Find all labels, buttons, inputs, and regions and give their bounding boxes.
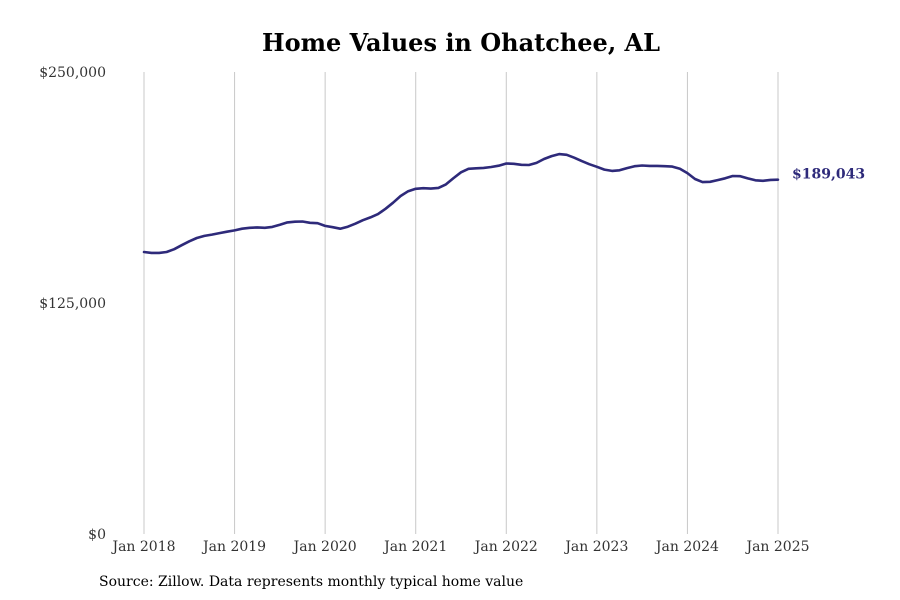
y-tick-label: $0 <box>88 527 106 543</box>
end-value-layer: $189,043 <box>792 167 865 183</box>
x-tick-label: Jan 2022 <box>473 539 538 555</box>
y-tick-label: $125,000 <box>39 296 106 312</box>
x-tick-label: Jan 2021 <box>382 539 447 555</box>
chart-title: Home Values in Ohatchee, AL <box>261 28 661 57</box>
source-note: Source: Zillow. Data represents monthly … <box>99 574 524 590</box>
x-axis-ticks: Jan 2018 Jan 2019 Jan 2020 Jan 2021 Jan 2022… <box>110 539 809 555</box>
series-line <box>142 152 780 255</box>
x-tick-label: Jan 2019 <box>201 539 266 555</box>
x-tick-label: Jan 2020 <box>292 539 357 555</box>
end-value-label: $189,043 <box>792 167 865 183</box>
x-tick-label: Jan 2025 <box>744 539 809 555</box>
x-tick-label: Jan 2023 <box>563 539 628 555</box>
gridlines <box>143 72 779 534</box>
y-tick-label: $250,000 <box>39 65 106 81</box>
series-layer <box>142 152 780 255</box>
y-axis-ticks: $0 $125,000 $250,000 <box>39 65 106 543</box>
x-tick-label: Jan 2024 <box>654 539 719 555</box>
x-tick-label: Jan 2018 <box>110 539 175 555</box>
